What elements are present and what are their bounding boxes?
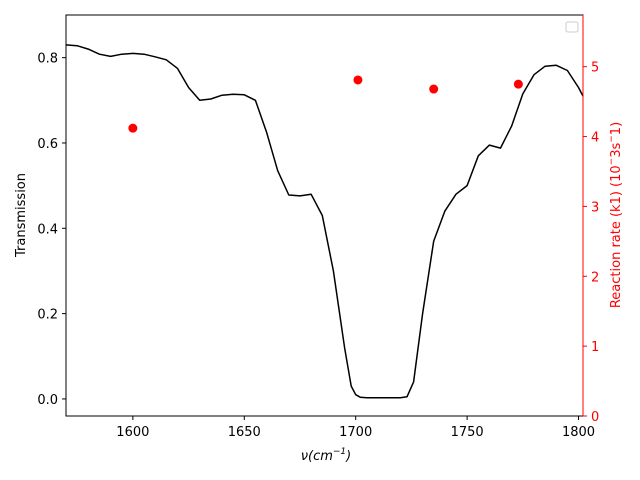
right-y-axis-label: Reaction rate (k1) (10−3s−1): [607, 122, 624, 308]
left-y-tick-label: 0.2: [37, 308, 58, 323]
plot-area: [65, 44, 584, 399]
transmission-line: [65, 44, 584, 399]
legend-box: [565, 21, 579, 33]
x-tick-label: 1600: [116, 425, 149, 440]
x-axis: 1600 1650 1700 1750 1800: [116, 416, 595, 440]
right-y-tick-label: 5: [591, 61, 599, 76]
right-y-tick-label: 4: [591, 131, 599, 146]
right-y-axis: 0 1 2 3 4 5: [582, 15, 599, 425]
right-y-tick-label: 2: [591, 270, 599, 285]
right-y-tick-label: 0: [591, 410, 599, 425]
left-y-tick-label: 0.4: [37, 222, 58, 237]
left-y-axis-label: Transmission: [14, 173, 29, 258]
left-y-tick-label: 0.6: [37, 137, 58, 152]
left-y-tick-label: 0.0: [37, 393, 58, 408]
left-y-axis: 0.0 0.2 0.4 0.6 0.8: [37, 52, 66, 408]
x-tick-label: 1750: [451, 425, 484, 440]
x-tick-label: 1650: [228, 425, 261, 440]
reaction-rate-point: [429, 84, 439, 94]
x-tick-label: 1700: [339, 425, 372, 440]
reaction-rate-point: [128, 123, 138, 133]
plot-frame: [65, 14, 584, 417]
x-axis-label: ν(cm−1): [301, 447, 352, 464]
left-y-tick-label: 0.8: [37, 52, 58, 67]
reaction-rate-point: [353, 75, 363, 85]
right-y-tick-label: 3: [591, 200, 599, 215]
reaction-rate-point: [513, 79, 523, 89]
right-y-tick-label: 1: [591, 340, 599, 355]
x-tick-label: 1800: [562, 425, 595, 440]
